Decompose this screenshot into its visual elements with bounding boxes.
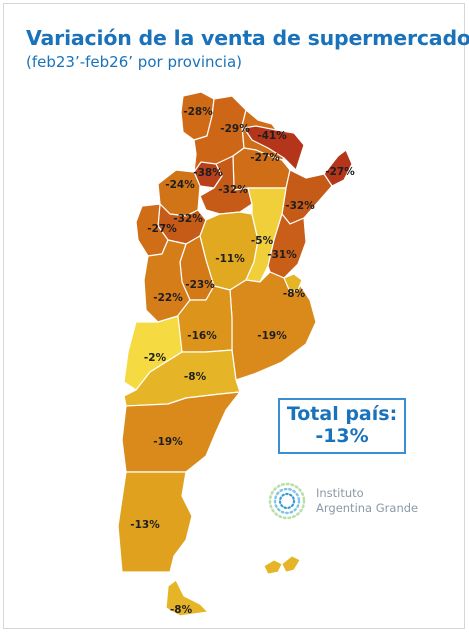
province-chubut <box>121 391 241 473</box>
label-entre-rios: -31% <box>267 249 297 261</box>
label-san-juan: -27% <box>325 166 355 178</box>
label-catamarca: -24% <box>165 179 195 191</box>
province-corrientes <box>281 169 333 225</box>
label-chubut: -19% <box>153 436 183 448</box>
logo-text: Instituto Argentina Grande <box>316 486 418 516</box>
label-formosa: -27% <box>250 152 280 164</box>
label-buenos-aires: -19% <box>257 330 287 342</box>
map-subtitle: (feb23’-feb26’ por provincia) <box>26 53 242 71</box>
label-tierra-del-fuego: -8% <box>170 604 193 616</box>
dotted-circle-logo-icon <box>268 482 306 520</box>
province-mendoza <box>143 239 191 323</box>
logo-line-1: Instituto <box>316 486 364 500</box>
logo-line-2: Argentina Grande <box>316 501 419 515</box>
label-jujuy: -28% <box>183 106 213 118</box>
label-chaco: -27% <box>147 223 177 235</box>
malvinas-east-island <box>281 555 301 573</box>
province-misiones <box>243 125 305 171</box>
total-country-label: Total país: <box>286 403 398 425</box>
label-cordoba: -11% <box>215 253 245 265</box>
label-mendoza: -22% <box>153 292 183 304</box>
province-caba <box>283 273 303 293</box>
label-la-pampa: -16% <box>187 330 217 342</box>
label-caba: -8% <box>283 288 306 300</box>
label-tucuman: -38% <box>193 167 223 179</box>
label-santiago-del-estero: -32% <box>218 184 248 196</box>
province-santa-cruz <box>117 471 193 573</box>
province-entre-rios <box>267 213 307 279</box>
label-santa-fe: -5% <box>251 235 274 247</box>
malvinas-west-island <box>263 559 283 575</box>
province-tierra-del-fuego <box>165 579 209 617</box>
label-san-luis: -23% <box>185 279 215 291</box>
label-misiones: -41% <box>257 130 287 142</box>
label-salta: -29% <box>220 123 250 135</box>
label-rio-negro: -8% <box>184 371 207 383</box>
total-country-box: Total país: -13% <box>278 398 406 454</box>
map-title: Variación de la venta de supermercados <box>26 26 469 50</box>
label-corrientes: -32% <box>285 200 315 212</box>
label-neuquen: -2% <box>144 352 167 364</box>
total-country-value: -13% <box>315 425 369 447</box>
label-santa-cruz: -13% <box>130 519 160 531</box>
label-la-rioja: -32% <box>173 213 203 225</box>
